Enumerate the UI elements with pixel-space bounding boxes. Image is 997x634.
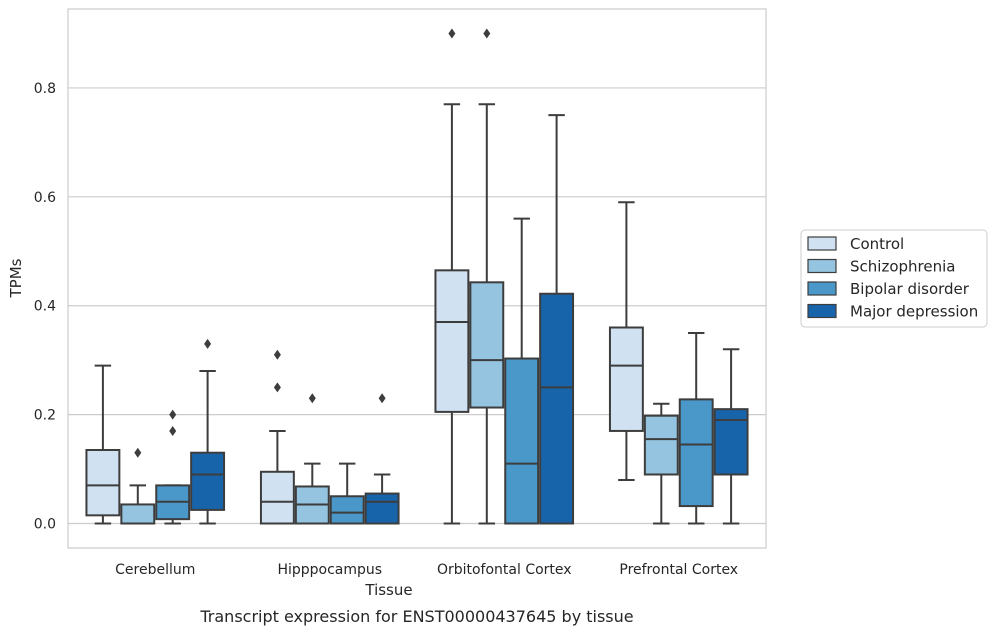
box-group: [469, 28, 505, 525]
box: [434, 269, 470, 413]
box-group: [259, 349, 295, 525]
box: [259, 470, 295, 525]
legend-label: Schizophrenia: [850, 258, 955, 276]
legend-label: Bipolar disorder: [850, 280, 970, 298]
legend-label: Control: [850, 235, 904, 253]
boxes: [85, 28, 749, 525]
box-group: [504, 217, 540, 525]
outlier-point: [448, 28, 456, 39]
legend-label: Major depression: [850, 303, 978, 321]
box-group: [120, 447, 156, 525]
box: [190, 451, 226, 511]
chart-caption: Transcript expression for ENST0000043764…: [199, 607, 633, 626]
box: [329, 495, 365, 525]
box-group: [539, 114, 575, 525]
y-axis-label: TPMs: [7, 258, 25, 298]
box-group: [643, 402, 679, 525]
plot-frame: [67, 8, 767, 549]
y-tick-labels: 0.0 0.2 0.4 0.6 0.8: [34, 81, 56, 533]
legend-swatch: [807, 236, 837, 251]
outlier-point: [204, 338, 212, 349]
box-group: [678, 331, 714, 525]
box-group: [294, 393, 330, 525]
box: [85, 449, 121, 517]
outlier-point: [273, 382, 281, 393]
box-group: [713, 348, 749, 525]
box-group: [434, 28, 470, 525]
box: [678, 398, 714, 508]
y-tick-label: 0.2: [34, 408, 56, 424]
outlier-point: [169, 425, 177, 436]
box: [364, 492, 400, 525]
x-tick-label: Cerebellum: [115, 562, 195, 578]
x-tick-label: Orbitofontal Cortex: [437, 562, 572, 578]
box-group: [329, 462, 365, 525]
box-group: [190, 338, 226, 525]
outlier-point: [273, 349, 281, 360]
outlier-point: [134, 447, 142, 458]
x-tick-labels: Cerebellum Hipppocampus Orbitofontal Corte…: [115, 562, 738, 578]
outlier-point: [483, 28, 491, 39]
box: [539, 292, 575, 525]
box: [608, 326, 644, 432]
box: [713, 408, 749, 476]
legend: Control Schizophrenia Bipolar disorder Majo…: [800, 229, 988, 328]
box: [643, 414, 679, 476]
y-tick-label: 0.0: [34, 517, 56, 533]
outlier-point: [308, 393, 316, 404]
box: [120, 503, 156, 525]
x-tick-label: Hipppocampus: [277, 562, 382, 578]
box-group: [85, 364, 121, 525]
legend-swatch: [807, 258, 837, 274]
y-tick-label: 0.4: [34, 299, 56, 315]
x-axis-label: Tissue: [364, 581, 412, 599]
x-tick-label: Prefrontal Cortex: [619, 562, 738, 578]
legend-swatch: [807, 281, 837, 296]
box-group: [608, 201, 644, 481]
outlier-point: [378, 393, 386, 404]
box-group: [364, 393, 400, 525]
box-group: [155, 409, 191, 525]
legend-frame: [800, 229, 988, 328]
box: [504, 357, 540, 525]
legend-swatch: [807, 303, 837, 319]
y-tick-label: 0.6: [34, 190, 56, 206]
y-tick-label: 0.8: [34, 81, 56, 97]
grid-lines: [68, 87, 766, 525]
box: [469, 281, 505, 409]
outlier-point: [169, 409, 177, 420]
